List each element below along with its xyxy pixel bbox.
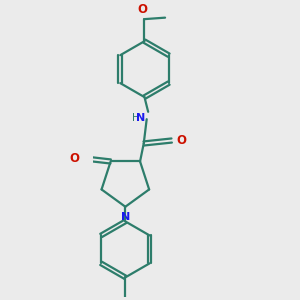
Text: H: H: [132, 113, 139, 123]
Text: N: N: [136, 113, 145, 123]
Text: O: O: [177, 134, 187, 147]
Text: N: N: [121, 212, 130, 222]
Text: O: O: [70, 152, 80, 165]
Text: O: O: [137, 3, 147, 16]
